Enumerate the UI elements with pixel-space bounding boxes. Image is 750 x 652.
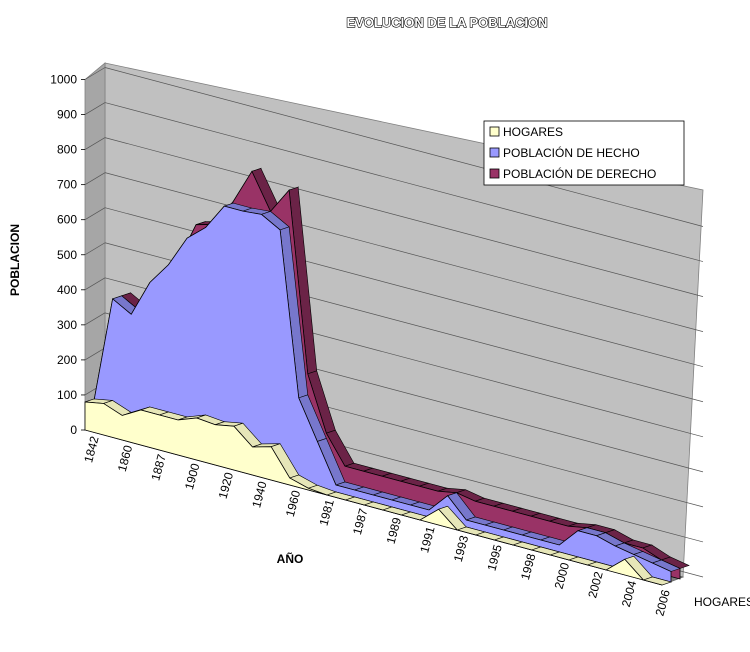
x-tick-label: 1998 <box>518 552 539 582</box>
gridline-side <box>84 137 106 150</box>
legend-label-hogares: HOGARES <box>503 125 563 139</box>
y-tick-label: 200 <box>57 353 77 367</box>
legend: HOGARES POBLACIÓN DE HECHO POBLACIÓN DE … <box>483 120 685 186</box>
depth-axis-label: HOGARES <box>694 595 750 609</box>
x-axis: 1842 1860 1887 1900 1920 1940 1960 1981 1987 1989… <box>81 434 673 617</box>
y-tick-label: 600 <box>57 213 77 227</box>
x-tick-label: 1995 <box>484 543 505 573</box>
x-tick-label: 1900 <box>182 461 203 491</box>
area-face <box>93 205 672 583</box>
y-axis: 0 100 200 300 400 500 600 700 800 900 1000 <box>50 73 85 437</box>
legend-label-poblacion-de-hecho: POBLACIÓN DE HECHO <box>503 145 640 160</box>
x-tick-label: 1991 <box>417 525 438 555</box>
y-tick-label: 100 <box>57 388 77 402</box>
y-tick-label: 300 <box>57 318 77 332</box>
x-tick-label: 1860 <box>115 443 136 473</box>
x-tick-label: 2000 <box>552 561 573 591</box>
x-tick-label: 2006 <box>652 588 673 618</box>
gridline-side <box>84 312 106 326</box>
x-tick-label: 1960 <box>283 489 304 519</box>
x-tick-label: 2004 <box>619 579 640 609</box>
y-axis-title: POBLACION <box>8 224 22 296</box>
gridline-side <box>84 172 106 185</box>
x-tick-label: 2002 <box>585 570 606 600</box>
gridline-side <box>84 67 106 80</box>
gridline-back <box>104 137 704 297</box>
gridline-side <box>84 347 106 361</box>
gridline-back <box>104 67 704 227</box>
x-axis-title: AÑO <box>277 551 304 566</box>
legend-swatch-hogares <box>489 126 500 137</box>
x-tick-label: 1887 <box>148 452 169 482</box>
x-tick-label: 1920 <box>216 471 237 501</box>
x-tick-label: 1940 <box>249 480 270 510</box>
gridline-side <box>84 277 106 291</box>
series-0 <box>84 398 673 586</box>
y-tick-label: 900 <box>57 108 77 122</box>
x-tick-label: 1987 <box>350 507 371 537</box>
legend-box <box>483 120 685 186</box>
area-face <box>84 401 663 586</box>
legend-swatch-poblacion-de-derecho <box>489 168 500 179</box>
y-tick-label: 800 <box>57 143 77 157</box>
x-tick-label: 1842 <box>81 434 102 464</box>
legend-label-poblacion-de-derecho: POBLACIÓN DE DERECHO <box>503 166 656 181</box>
x-tick-label: 1993 <box>451 534 472 564</box>
gridline-side <box>84 102 106 115</box>
chart-title: EVOLUCION DE LA POBLACION <box>346 15 547 30</box>
x-tick-label: 1981 <box>316 498 337 528</box>
legend-swatch-poblacion-de-hecho <box>489 147 500 158</box>
y-tick-label: 400 <box>57 283 77 297</box>
y-tick-label: 1000 <box>50 73 77 87</box>
gridline-side <box>84 207 106 221</box>
gridline-back <box>104 172 704 332</box>
gridline-side <box>84 242 106 256</box>
gridline-back <box>104 102 704 262</box>
y-tick-label: 500 <box>57 248 77 262</box>
x-tick-label: 1989 <box>384 516 405 546</box>
y-tick-label: 0 <box>70 423 77 437</box>
plot-area <box>84 167 690 586</box>
y-tick-label: 700 <box>57 178 77 192</box>
series-1 <box>93 202 681 583</box>
